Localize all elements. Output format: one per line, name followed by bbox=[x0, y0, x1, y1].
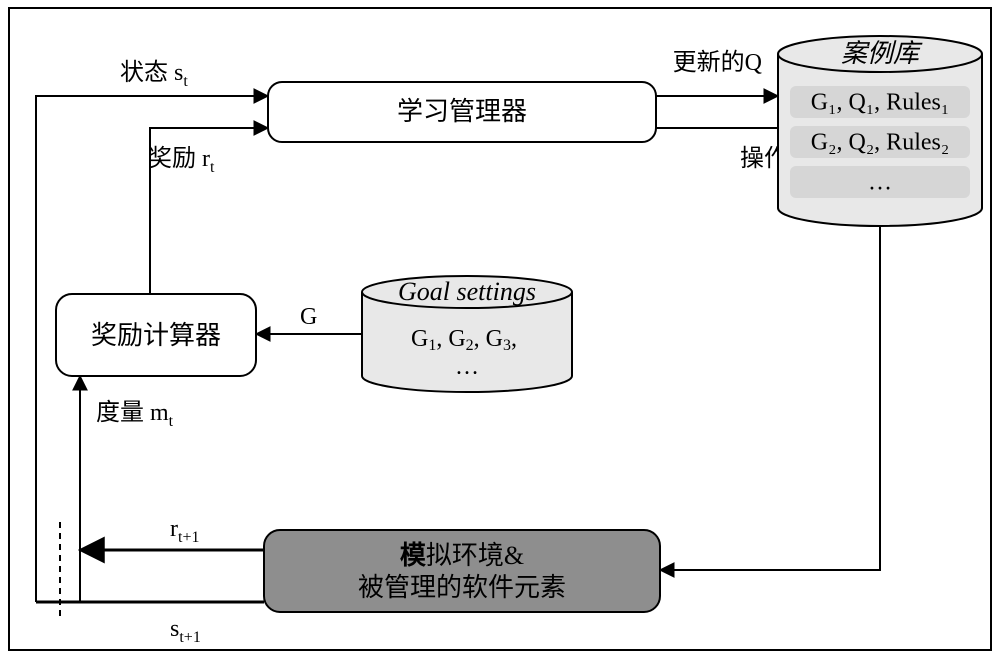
goal-settings-title: Goal settings bbox=[398, 277, 536, 306]
node-reward-calculator-label: 奖励计算器 bbox=[91, 321, 221, 350]
case-library-row-0: G₁, Q₁, Rules₁ bbox=[811, 90, 949, 116]
node-environment-line2: 被管理的软件元素 bbox=[358, 573, 566, 602]
case-library-title: 案例库 bbox=[841, 39, 923, 68]
edge-label-reward-rt: 奖励 rt bbox=[148, 145, 215, 176]
edge-label-state-st: 状态 st bbox=[120, 59, 188, 90]
case-library-row-1: G₂, Q₂, Rules₂ bbox=[811, 130, 949, 156]
case-library-row-2: … bbox=[868, 170, 892, 196]
diagram-canvas: 状态 st 奖励 rt 更新的Q 操作 at G 度量 mt rt+1 st+1… bbox=[0, 0, 1000, 659]
edge-label-updated-q: 更新的Q bbox=[673, 49, 762, 76]
edge-label-g: G bbox=[300, 304, 317, 330]
node-case-library: 案例库 G₁, Q₁, Rules₁ G₂, Q₂, Rules₂ … bbox=[778, 36, 982, 226]
node-environment-line1: 模拟环境& bbox=[400, 541, 524, 570]
edge-label-metric-mt: 度量 mt bbox=[96, 399, 174, 430]
edge-label-s-t1: st+1 bbox=[170, 616, 201, 646]
node-learning-manager-label: 学习管理器 bbox=[397, 97, 527, 126]
node-goal-settings: Goal settings G1, G2, G3, … bbox=[362, 276, 572, 392]
edge-label-r-t1: rt+1 bbox=[170, 516, 199, 546]
